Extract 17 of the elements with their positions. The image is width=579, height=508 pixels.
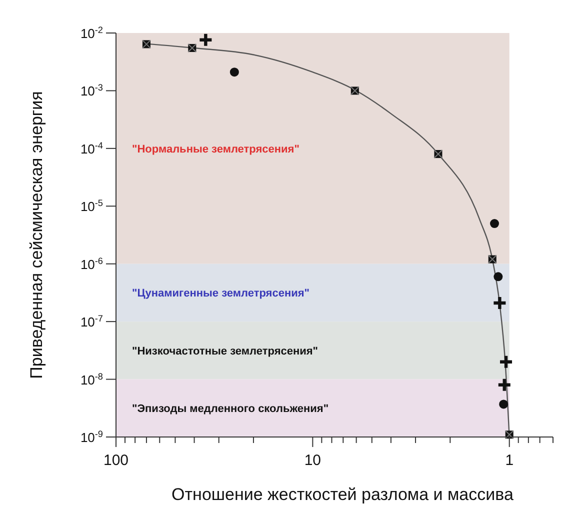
y-axis-title: Приведенная сейсмическая энергия xyxy=(27,91,46,379)
x-tick-label: 1 xyxy=(505,452,514,469)
x-axis-title: Отношение жесткостей разлома и массива xyxy=(172,485,514,504)
band-label: "Нормальные землетрясения" xyxy=(132,143,300,156)
band-label: "Эпизоды медленного скольжения" xyxy=(132,403,329,416)
y-tick-label: 10$^{-9}$ xyxy=(80,429,103,445)
y-tick-label: 10$^{-2}$ xyxy=(80,25,103,41)
y-tick-label: 10$^{-6}$ xyxy=(80,256,103,272)
y-tick-label: 10$^{-8}$ xyxy=(80,371,103,388)
band-label: "Цунамигенные землетрясения" xyxy=(132,288,310,300)
y-tick-label: 10$^{-5}$ xyxy=(80,198,103,214)
y-tick-label: 10$^{-4}$ xyxy=(80,140,103,156)
band-label: "Низкочастотные землетрясения" xyxy=(132,345,318,358)
y-tick-label: 10$^{-7}$ xyxy=(80,314,103,330)
x-tick-label: 100 xyxy=(103,452,129,469)
y-tick-label: 10$^{-3}$ xyxy=(80,82,103,99)
x-tick-label: 10 xyxy=(304,452,322,469)
